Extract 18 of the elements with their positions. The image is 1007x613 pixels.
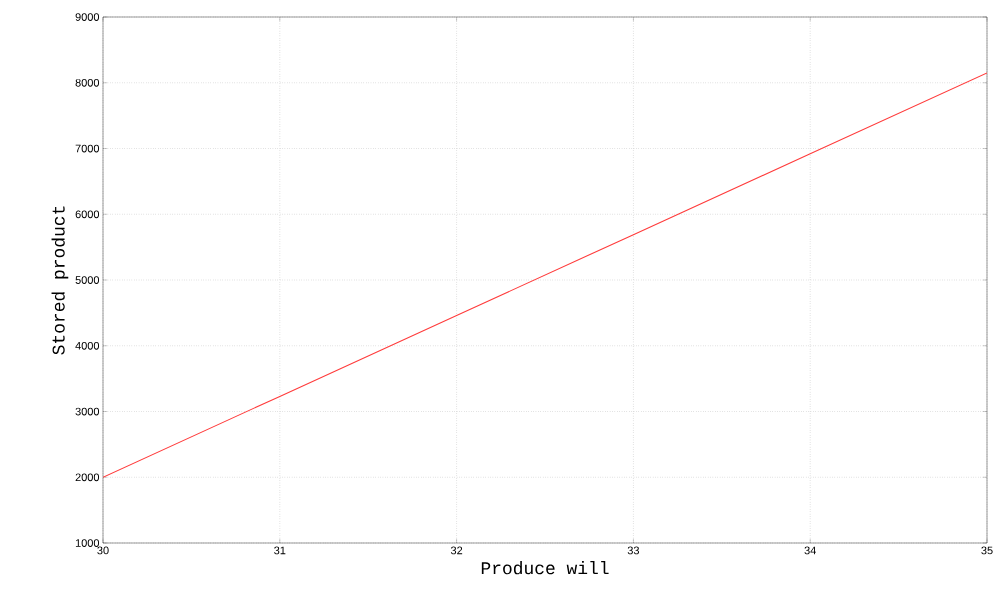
y-tick-label: 9000 [75,13,100,21]
y-tick-label: 5000 [75,276,100,284]
y-tick-label: 4000 [75,341,100,350]
x-axis-title: Produce will [481,561,609,575]
x-tick-label: 32 [450,546,463,555]
y-tick-label: 3000 [75,407,100,416]
y-tick-label: 7000 [75,144,100,153]
line-series [103,72,988,478]
x-tick-label: 31 [274,546,286,555]
x-tick-label: 34 [804,546,816,555]
y-tick-label: 2000 [75,473,100,482]
y-tick-label: 1000 [75,539,100,547]
y-tick-label: 6000 [75,210,100,219]
y-tick-label: 8000 [75,78,100,87]
x-tick-label: 30 [97,546,109,555]
x-tick-label: 33 [627,546,640,555]
x-tick-label: 35 [981,546,993,555]
y-axis-title: Stored product [51,206,69,355]
